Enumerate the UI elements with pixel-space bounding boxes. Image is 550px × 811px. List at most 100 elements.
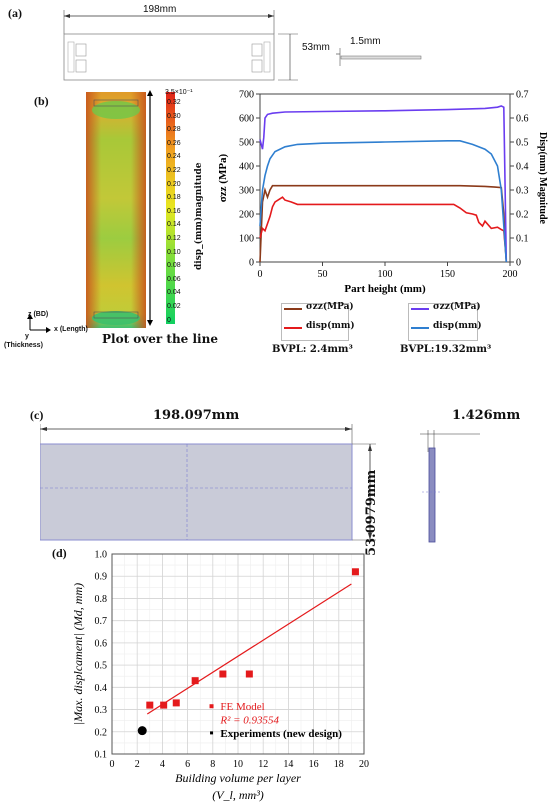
fe-point: [245, 670, 253, 678]
colorbar-tick: 0: [167, 316, 171, 324]
panel-a-length: 198mm: [141, 4, 179, 15]
y2-tick-label: 0: [516, 258, 521, 269]
legend-right-box: [408, 303, 478, 341]
colorbar-tick: 0.16: [167, 207, 181, 215]
fe-point: [351, 568, 359, 576]
panel-c-drawing: [40, 424, 480, 543]
colorbar: [147, 90, 175, 326]
axis-z-label: z (BD): [28, 311, 49, 318]
axis-thickness-label: (Thickness): [4, 342, 43, 349]
axis-y-label: y: [25, 333, 29, 340]
series-line: [259, 196, 508, 260]
colorbar-tick: 0.24: [167, 153, 181, 161]
y2-tick-label: 0.4: [516, 162, 529, 173]
stress-displacement-chart: 0 50 100 150 200010020030040050060070000.10.…: [217, 90, 548, 296]
y2-tick-label: 0.2: [516, 210, 529, 221]
y-tick-label: 0.7: [95, 616, 108, 627]
y-tick-label: 0.2: [95, 727, 108, 738]
y2-tick-label: 0.6: [516, 114, 529, 125]
colorbar-tick: 0.26: [167, 139, 181, 147]
displacement-contour-map: [86, 92, 146, 328]
bvpl-left: BVPL: 2.4mm³: [272, 344, 353, 355]
x-tick-label: 14: [283, 759, 293, 770]
x-tick-label: 100: [378, 269, 393, 280]
colorbar-tick: 0.20: [167, 180, 181, 188]
x-tick-label: 16: [309, 759, 319, 770]
plot-frame: [259, 93, 511, 263]
plot-caption: Plot over the line: [102, 332, 218, 346]
y-axis-title: σzz (MPa): [217, 153, 229, 202]
series-line: [259, 184, 508, 263]
x-tick-label: 200: [503, 269, 518, 280]
legend-left-swatch-disp: [284, 327, 302, 329]
legend-left-label-stress: σzz(MPa): [306, 302, 354, 312]
x-tick-label: 8: [210, 759, 215, 770]
legend-right-label-disp: disp(mm): [433, 321, 482, 331]
y-tick-label: 0.1: [95, 750, 108, 761]
panel-a-width: 53mm: [302, 42, 330, 53]
legend-right-swatch-stress: [411, 308, 429, 310]
colorbar-tick: 0.10: [167, 248, 181, 256]
fe-point: [160, 701, 168, 709]
experiment-point: [137, 726, 147, 736]
colorbar-tick: 0.30: [167, 112, 181, 120]
colorbar-tick: 0.08: [167, 262, 181, 270]
y2-tick-label: 0.3: [516, 186, 529, 197]
panel-a-thickness: 1.5mm: [350, 36, 381, 47]
displacement-volume-chart: 0 2 4 6 8 10 12 14 16 18 20 0.1 0.2 0.3 0.4 0.5 0.6 0.7 0.…: [71, 550, 369, 803]
legend-right-label-stress: σzz(MPa): [433, 302, 481, 312]
colorbar-top-label: 3.5×10⁻¹: [165, 89, 193, 96]
panel-c-thickness: 1.426mm: [452, 408, 521, 423]
panel-d-label: (d): [52, 546, 67, 560]
panel-c-label: (c): [30, 408, 44, 422]
legend-left-swatch-stress: [284, 308, 302, 310]
y-tick-label: 0: [249, 258, 254, 269]
y-tick-label: 0.5: [95, 661, 108, 672]
y-tick-label: 200: [239, 210, 254, 221]
y-tick-label: 100: [239, 234, 254, 245]
panel-a-label: (a): [8, 6, 22, 20]
series-line: [259, 105, 508, 263]
y-tick-label: 1.0: [95, 550, 108, 561]
x-axis-title-2: (V_l, mm³): [212, 788, 264, 802]
fe-point: [191, 677, 199, 685]
y-tick-label: 300: [239, 186, 254, 197]
r-squared-label: R² = 0.93554: [219, 715, 279, 727]
y-tick-label: 0.4: [95, 683, 108, 694]
axis-triad-icon: [27, 314, 51, 333]
y2-tick-label: 0.1: [516, 234, 529, 245]
legend-label-fe: FE Model: [220, 701, 264, 713]
legend-swatch-fe: [209, 704, 214, 709]
panel-b-label: (b): [34, 94, 49, 108]
x-tick-label: 4: [160, 759, 165, 770]
fe-point: [219, 670, 227, 678]
legend-right-swatch-disp: [411, 327, 429, 329]
colorbar-tick: 0.18: [167, 194, 181, 202]
y-tick-label: 0.8: [95, 594, 108, 605]
colorbar-ticks: 0.32 0.30 0.28 0.26 0.24 0.22 0.20 0.18 …: [167, 99, 191, 329]
colorbar-tick: 0.28: [167, 126, 181, 134]
legend-label-exp: Experiments (new design): [220, 728, 342, 740]
series-line: [259, 140, 508, 263]
bvpl-right: BVPL:19.32mm³: [400, 344, 492, 355]
y-tick-label: 700: [239, 90, 254, 101]
colorbar-tick: 0.14: [167, 221, 181, 229]
panel-c-length: 198.097mm: [150, 408, 243, 423]
y-tick-label: 0.3: [95, 705, 108, 716]
x-tick-label: 0: [110, 759, 115, 770]
y2-tick-label: 0.5: [516, 138, 529, 149]
y-tick-label: 400: [239, 162, 254, 173]
plot-frame: [111, 553, 365, 755]
x-tick-label: 6: [185, 759, 190, 770]
x-axis-title: Part height (mm): [344, 283, 426, 295]
axis-x-label: x (Length): [54, 326, 88, 333]
legend-left-label-disp: disp(mm): [306, 321, 355, 331]
x-tick-label: 0: [258, 269, 263, 280]
colorbar-tick: 0.04: [167, 289, 181, 297]
y2-axis-title: Disp(mm) Magnitude: [537, 132, 548, 225]
x-tick-label: 50: [318, 269, 328, 280]
x-tick-label: 150: [440, 269, 455, 280]
x-tick-label: 2: [135, 759, 140, 770]
y-tick-label: 0.9: [95, 572, 108, 583]
y-tick-label: 0.6: [95, 638, 108, 649]
